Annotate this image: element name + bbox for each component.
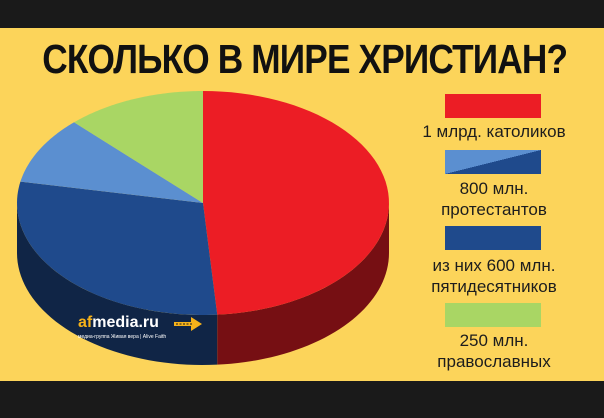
legend-label-3: 250 млн. православных xyxy=(400,330,588,372)
legend-label-1: 800 млн. протестантов xyxy=(400,178,588,220)
legend-label-0: 1 млрд. католиков xyxy=(400,121,588,142)
bottom-black-band xyxy=(0,381,604,418)
pie-top xyxy=(17,91,389,315)
legend-swatch-2 xyxy=(445,226,541,250)
afmedia-logo: afmedia.ru медиа-группа Живая вера | Ali… xyxy=(78,314,220,348)
legend-label-line: пятидесятников xyxy=(431,277,557,296)
legend-swatch-1 xyxy=(445,150,541,174)
pie-slice-3 xyxy=(74,91,204,203)
pie-slice-0 xyxy=(203,91,389,315)
legend-swatch-3 xyxy=(445,303,541,327)
legend-swatch-0 xyxy=(445,94,541,118)
top-black-band xyxy=(0,0,604,28)
legend-label-line: протестантов xyxy=(441,200,547,219)
legend-label-line: 1 млрд. католиков xyxy=(422,122,566,141)
pie-chart xyxy=(17,91,389,365)
legend-label-line: из них 600 млн. xyxy=(432,256,556,275)
legend-label-line: 250 млн. xyxy=(459,331,529,350)
chart-title: СКОЛЬКО В МИРЕ ХРИСТИАН? xyxy=(42,36,568,82)
legend-label-line: 800 млн. xyxy=(459,179,529,198)
pie-slice-2 xyxy=(17,181,218,315)
logo-subtitle: медиа-группа Живая вера | Alive Faith xyxy=(78,334,167,340)
legend-label-line: православных xyxy=(437,352,551,371)
pie-side-walls xyxy=(17,203,389,365)
pie-slice-side-2 xyxy=(17,203,218,365)
pie-slice-side-0 xyxy=(217,203,389,365)
arrow-icon xyxy=(174,317,202,331)
pie-slice-1 xyxy=(20,122,204,203)
legend-label-2: из них 600 млн. пятидесятников xyxy=(400,255,588,297)
logo-wordmark: afmedia.ru xyxy=(78,314,159,331)
